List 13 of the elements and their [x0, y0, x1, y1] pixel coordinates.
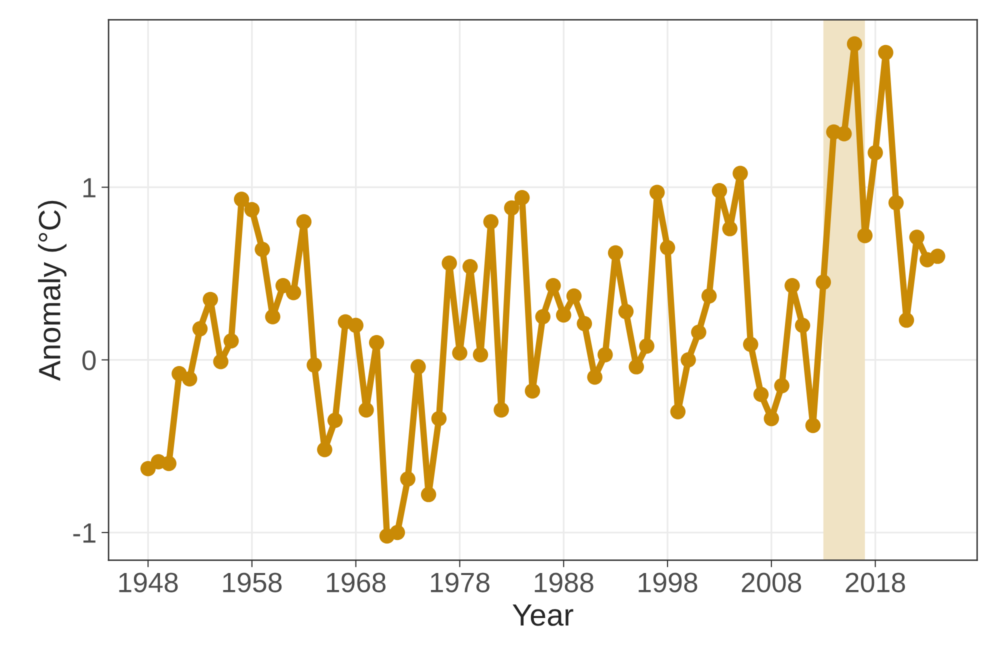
x-tick-label: 2008 — [742, 572, 802, 592]
x-tick-label: 1988 — [534, 572, 594, 592]
x-tick-label: 1978 — [430, 572, 490, 592]
x-tick-label: 2018 — [846, 572, 906, 592]
x-tick-label: 1998 — [638, 572, 698, 592]
y-tick-label: -1 — [73, 523, 96, 543]
x-tick-label: 1948 — [119, 572, 178, 592]
y-tick-label: 1 — [83, 178, 96, 198]
x-tick-label: 1968 — [327, 572, 386, 592]
x-tick-label: 1958 — [223, 572, 282, 592]
x-axis-title: Year — [512, 604, 574, 626]
y-tick-label: 0 — [82, 350, 96, 370]
y-axis-title: Anomaly (°C) — [38, 200, 67, 381]
